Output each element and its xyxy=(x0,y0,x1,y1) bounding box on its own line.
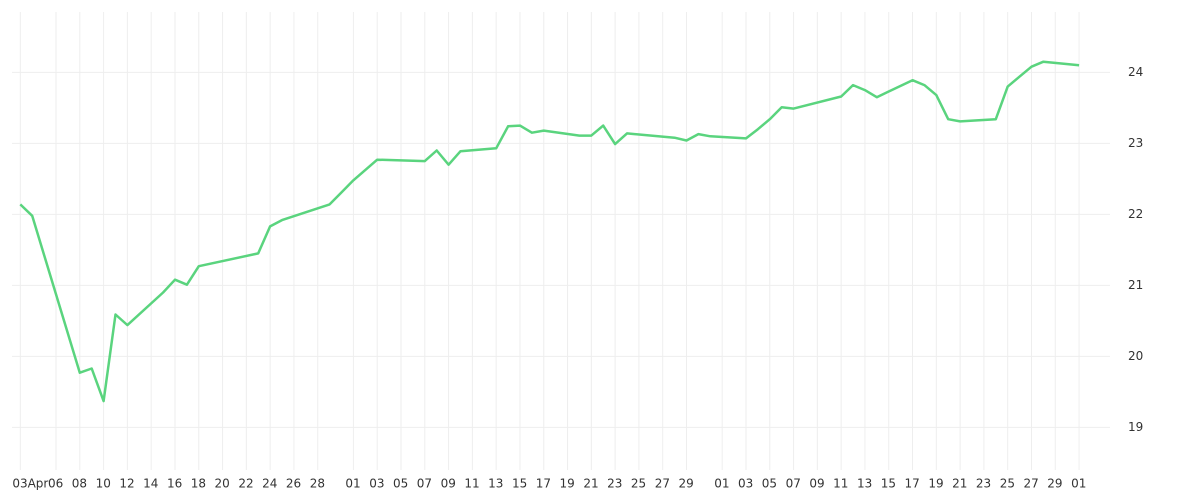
x-tick-label: 01 xyxy=(345,477,360,491)
x-tick-label: 08 xyxy=(72,477,87,491)
x-tick-label: 11 xyxy=(833,477,848,491)
x-tick-label: 12 xyxy=(119,477,134,491)
x-tick-label: 11 xyxy=(464,477,479,491)
x-tick-label: 13 xyxy=(857,477,872,491)
x-tick-label: 24 xyxy=(262,477,277,491)
x-tick-label: 23 xyxy=(607,477,622,491)
x-tick-label: 09 xyxy=(809,477,824,491)
x-tick-label: 07 xyxy=(786,477,801,491)
x-tick-label: 27 xyxy=(655,477,670,491)
y-tick-label: 20 xyxy=(1128,349,1143,363)
x-tick-label: 23 xyxy=(976,477,991,491)
x-tick-label: 10 xyxy=(96,477,111,491)
x-tick-label: 15 xyxy=(512,477,527,491)
y-tick-label: 22 xyxy=(1128,207,1143,221)
x-tick-label: 27 xyxy=(1023,477,1038,491)
x-tick-label: 25 xyxy=(1000,477,1015,491)
x-tick-label: 03Apr xyxy=(12,477,48,491)
x-tick-label: 16 xyxy=(167,477,182,491)
x-tick-label: 14 xyxy=(143,477,158,491)
x-tick-label: 29 xyxy=(679,477,694,491)
x-tick-label: 20 xyxy=(215,477,230,491)
x-tick-label: 22 xyxy=(238,477,253,491)
x-tick-label: 15 xyxy=(881,477,896,491)
x-tick-label: 13 xyxy=(488,477,503,491)
x-tick-label: 25 xyxy=(631,477,646,491)
x-tick-label: 09 xyxy=(441,477,456,491)
x-tick-label: 03 xyxy=(738,477,753,491)
y-tick-label: 23 xyxy=(1128,136,1143,150)
x-tick-label: 19 xyxy=(560,477,575,491)
y-tick-label: 24 xyxy=(1128,65,1143,79)
line xyxy=(19,60,1080,403)
x-tick-label: 29 xyxy=(1047,477,1062,491)
x-tick-label: 17 xyxy=(536,477,551,491)
x-tick-label: 05 xyxy=(393,477,408,491)
x-tick-label: 21 xyxy=(583,477,598,491)
x-tick-label: 28 xyxy=(310,477,325,491)
x-tick-label: 21 xyxy=(952,477,967,491)
x-tick-label: 01 xyxy=(1071,477,1086,491)
x-tick-label: 26 xyxy=(286,477,301,491)
x-tick-label: 05 xyxy=(762,477,777,491)
x-tick-label: 07 xyxy=(417,477,432,491)
y-tick-label: 21 xyxy=(1128,278,1143,292)
x-tick-label: 03 xyxy=(369,477,384,491)
x-tick-label: 19 xyxy=(928,477,943,491)
y-tick-label: 19 xyxy=(1128,420,1143,434)
x-tick-label: 17 xyxy=(905,477,920,491)
x-tick-label: 06 xyxy=(48,477,63,491)
x-tick-label: 18 xyxy=(191,477,206,491)
x-tick-label: 01 xyxy=(714,477,729,491)
